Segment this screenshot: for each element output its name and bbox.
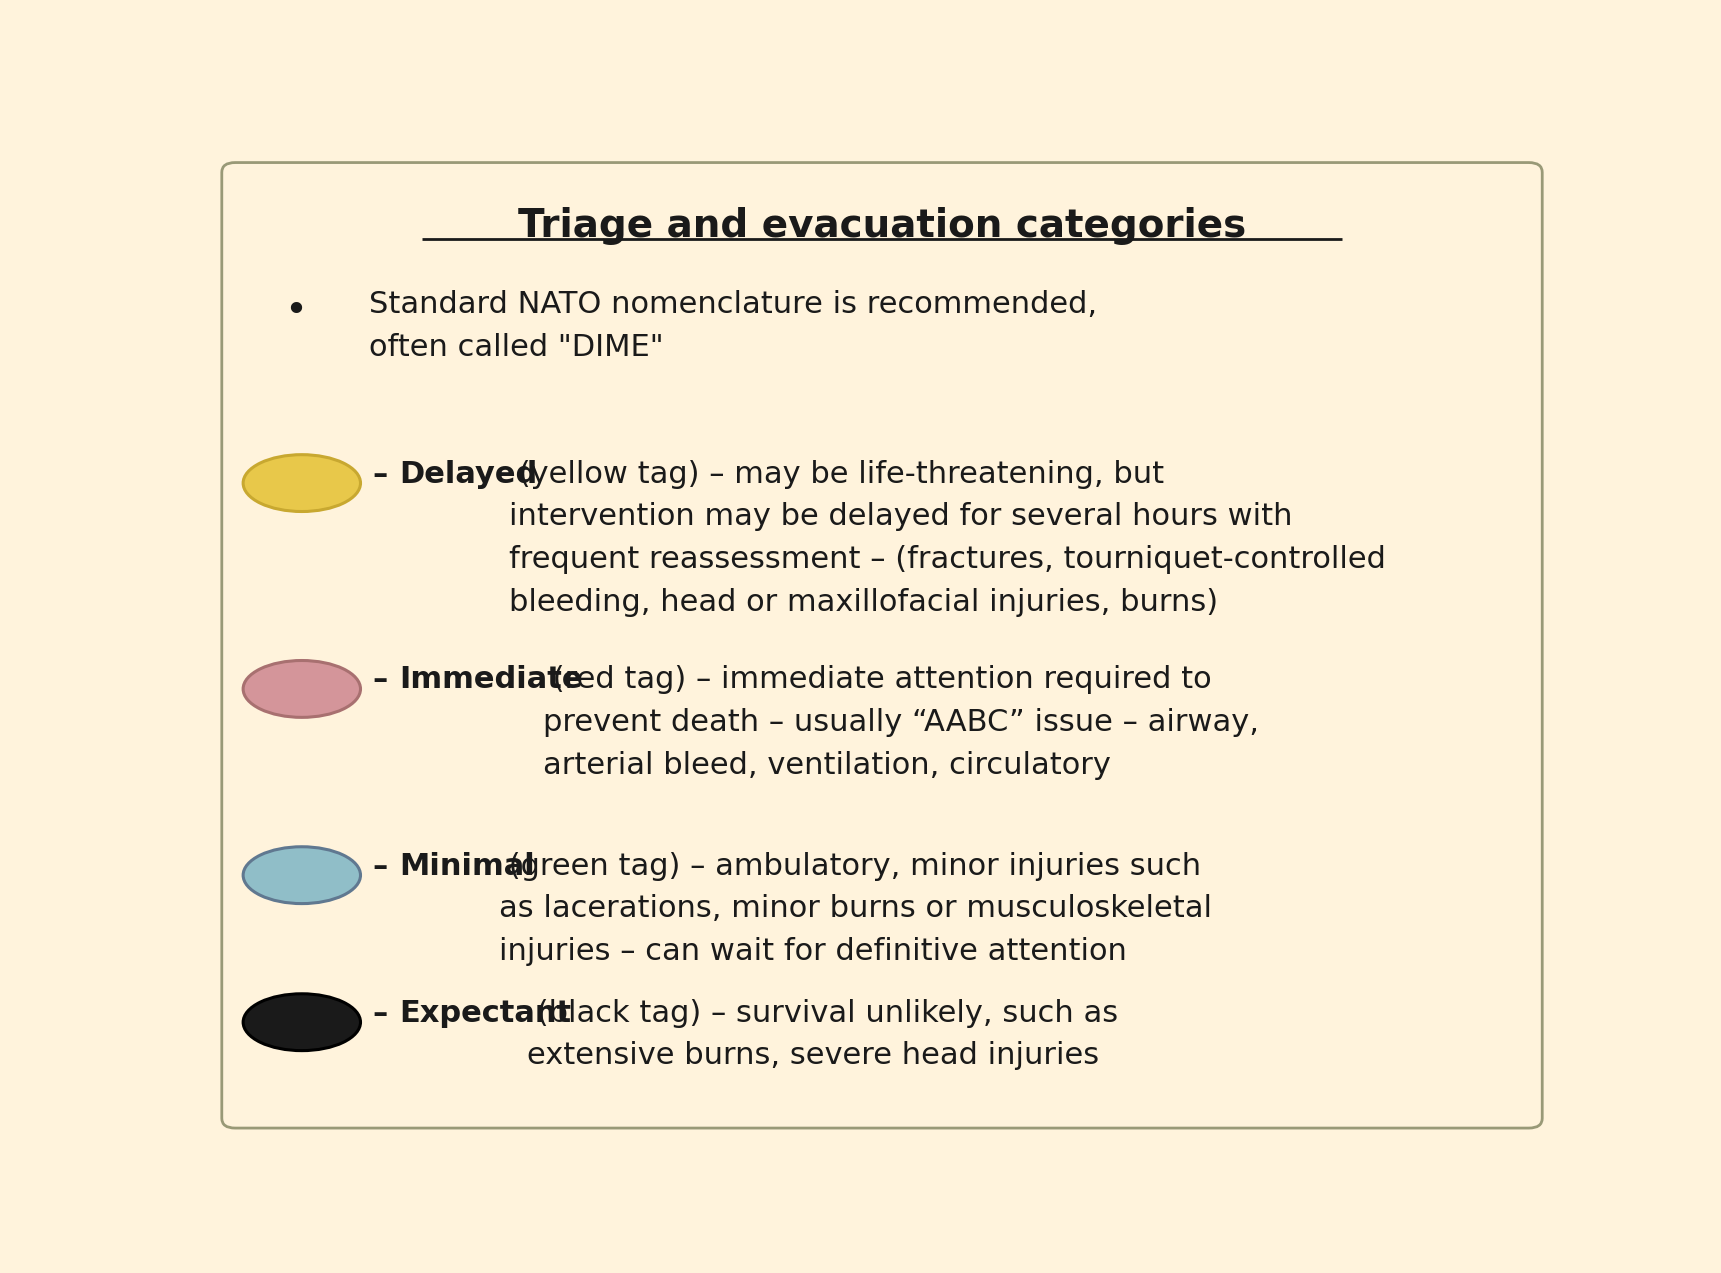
Text: (red tag) – immediate attention required to
prevent death – usually “AABC” issue: (red tag) – immediate attention required… <box>544 666 1260 780</box>
Text: (green tag) – ambulatory, minor injuries such
as lacerations, minor burns or mus: (green tag) – ambulatory, minor injuries… <box>499 852 1212 966</box>
Text: Expectant: Expectant <box>399 999 571 1027</box>
FancyBboxPatch shape <box>222 163 1542 1128</box>
Text: –: – <box>372 999 387 1027</box>
Text: –: – <box>372 460 387 489</box>
Ellipse shape <box>243 847 360 904</box>
Text: (black tag) – survival unlikely, such as
extensive burns, severe head injuries: (black tag) – survival unlikely, such as… <box>527 999 1119 1071</box>
Text: Delayed: Delayed <box>399 460 537 489</box>
Ellipse shape <box>243 661 360 718</box>
Ellipse shape <box>243 994 360 1050</box>
Text: Immediate: Immediate <box>399 666 583 694</box>
Ellipse shape <box>243 454 360 512</box>
Text: •: • <box>284 292 306 330</box>
Text: Triage and evacuation categories: Triage and evacuation categories <box>518 206 1246 244</box>
Text: (yellow tag) – may be life-threatening, but
intervention may be delayed for seve: (yellow tag) – may be life-threatening, … <box>509 460 1385 617</box>
Text: Standard NATO nomenclature is recommended,
often called "DIME": Standard NATO nomenclature is recommende… <box>368 290 1096 362</box>
Text: –: – <box>372 666 387 694</box>
Text: Minimal: Minimal <box>399 852 535 881</box>
Text: –: – <box>372 852 387 881</box>
